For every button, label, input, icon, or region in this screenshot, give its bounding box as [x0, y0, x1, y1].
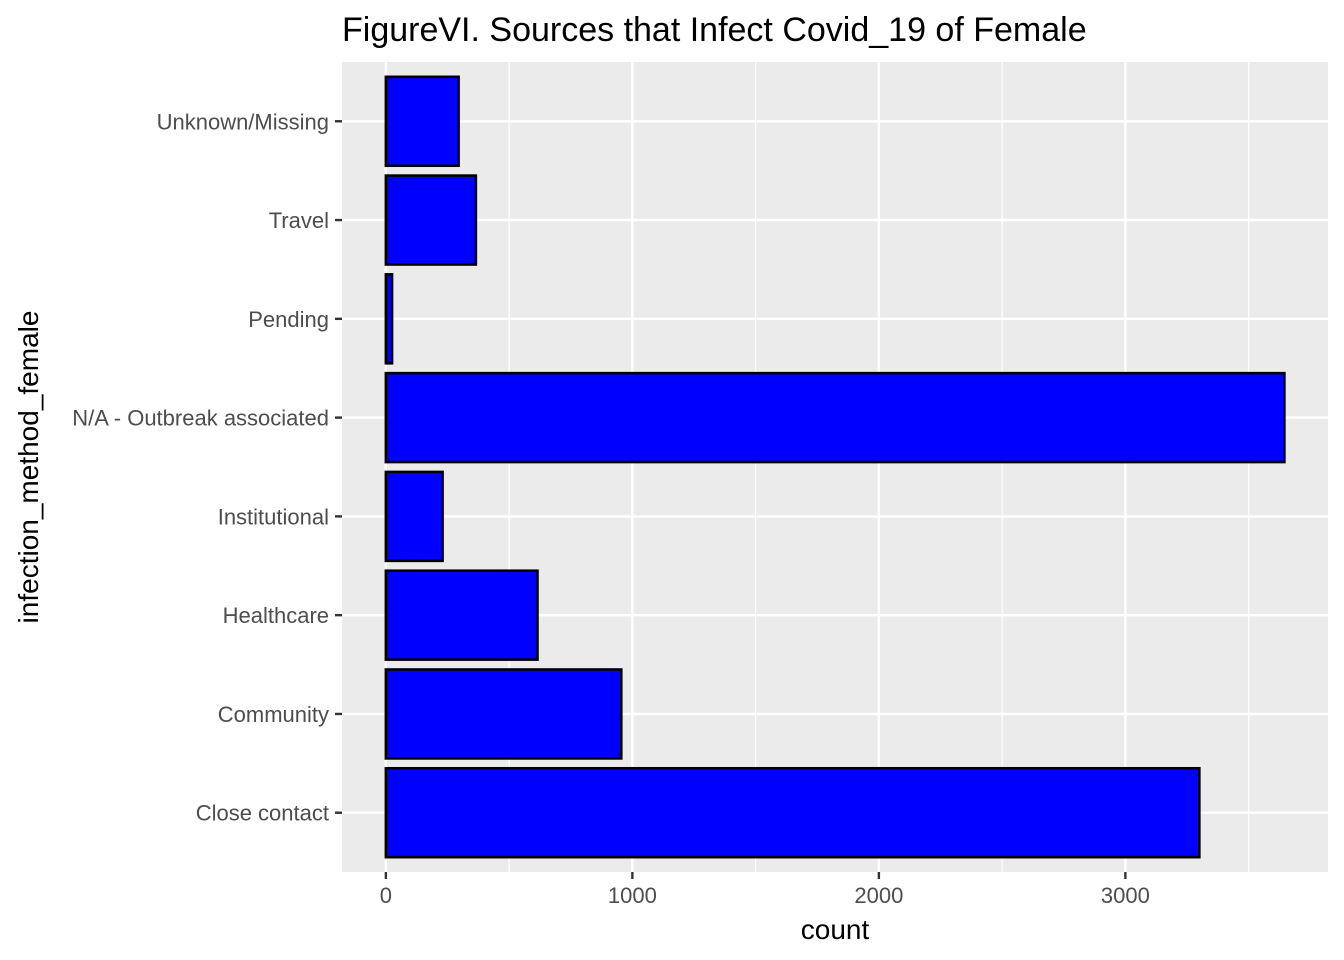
x-tick-label: 1000: [608, 883, 657, 908]
bar-healthcare: [384, 569, 539, 661]
y-tick-label: Institutional: [218, 504, 329, 529]
y-axis: Close contact Community Healthcare Institut…: [72, 109, 342, 826]
x-axis: 0 1000 2000 3000: [380, 872, 1150, 908]
y-axis-title: infection_method_female: [13, 311, 44, 624]
x-axis-title: count: [801, 914, 870, 945]
y-tick-label: Travel: [269, 208, 329, 233]
bar-n-a-outbreak-associated: [384, 371, 1286, 464]
y-tick-label: Healthcare: [223, 603, 329, 628]
x-tick-label: 3000: [1101, 883, 1150, 908]
y-tick-label: N/A - Outbreak associated: [72, 406, 329, 431]
bar-pending: [384, 273, 394, 365]
bar-unknown-missing: [384, 75, 460, 168]
bar-close-contact: [384, 766, 1201, 859]
x-tick-label: 0: [380, 883, 392, 908]
y-tick-label: Unknown/Missing: [157, 109, 329, 134]
bar-travel: [384, 174, 478, 266]
bars: [384, 75, 1286, 859]
bar-community: [384, 668, 623, 760]
bar-institutional: [384, 470, 444, 563]
y-tick-label: Community: [218, 702, 329, 727]
x-tick-label: 2000: [854, 883, 903, 908]
y-tick-label: Close contact: [196, 801, 329, 826]
chart-title: FigureVI. Sources that Infect Covid_19 o…: [342, 11, 1087, 49]
y-tick-label: Pending: [248, 307, 329, 332]
